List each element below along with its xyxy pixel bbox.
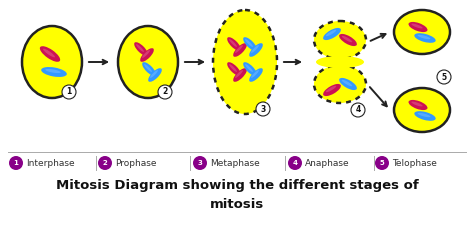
Text: 5: 5 [380,160,384,166]
Circle shape [375,156,389,170]
Ellipse shape [243,37,257,51]
Ellipse shape [414,111,436,121]
Text: mitosis: mitosis [210,197,264,211]
Ellipse shape [235,45,243,53]
Ellipse shape [251,45,259,53]
Ellipse shape [414,33,436,43]
Ellipse shape [233,43,247,57]
Text: Anaphase: Anaphase [305,159,350,167]
Text: 4: 4 [292,160,298,166]
Ellipse shape [213,10,277,114]
Ellipse shape [40,46,60,62]
Text: Metaphase: Metaphase [210,159,260,167]
Ellipse shape [243,62,257,76]
Circle shape [193,156,207,170]
Ellipse shape [249,68,263,82]
Ellipse shape [326,86,336,92]
Circle shape [98,156,112,170]
Ellipse shape [229,64,237,72]
Ellipse shape [43,49,55,57]
Ellipse shape [22,26,82,98]
Circle shape [9,156,23,170]
Circle shape [256,102,270,116]
Ellipse shape [227,37,241,51]
Ellipse shape [316,56,364,68]
Ellipse shape [249,43,263,57]
Circle shape [351,103,365,117]
Ellipse shape [339,78,357,90]
Ellipse shape [394,10,450,54]
Text: Interphase: Interphase [26,159,74,167]
Ellipse shape [46,69,61,73]
Ellipse shape [418,113,430,117]
Ellipse shape [314,21,366,59]
Ellipse shape [142,50,150,58]
Circle shape [437,70,451,84]
Ellipse shape [339,34,357,46]
Ellipse shape [411,23,423,29]
Ellipse shape [229,39,237,47]
Ellipse shape [314,65,366,103]
Ellipse shape [41,67,67,77]
Text: 2: 2 [163,88,168,97]
Ellipse shape [233,68,247,82]
Text: 3: 3 [198,160,202,166]
Ellipse shape [245,39,253,47]
Circle shape [158,85,172,99]
Text: Prophase: Prophase [115,159,156,167]
Ellipse shape [118,26,178,98]
Ellipse shape [418,35,430,39]
Text: Mitosis Diagram showing the different stages of: Mitosis Diagram showing the different st… [55,179,419,191]
Ellipse shape [140,48,154,62]
Ellipse shape [323,28,341,40]
Ellipse shape [148,68,162,82]
Ellipse shape [136,44,144,52]
Ellipse shape [142,62,156,76]
Ellipse shape [394,88,450,132]
Ellipse shape [144,64,152,72]
Ellipse shape [227,62,241,76]
Ellipse shape [323,84,341,96]
Ellipse shape [150,70,158,78]
Circle shape [288,156,302,170]
Text: Telophase: Telophase [392,159,437,167]
Text: 1: 1 [14,160,18,166]
Ellipse shape [342,36,352,42]
Text: 3: 3 [260,105,265,113]
Ellipse shape [409,100,428,110]
Ellipse shape [326,30,336,36]
Ellipse shape [134,42,148,56]
Text: 1: 1 [66,88,72,97]
Text: 5: 5 [441,73,447,82]
Circle shape [62,85,76,99]
Text: 2: 2 [103,160,108,166]
Ellipse shape [409,22,428,32]
Ellipse shape [245,64,253,72]
Text: 4: 4 [356,106,361,114]
Ellipse shape [342,80,352,86]
Ellipse shape [251,70,259,78]
Ellipse shape [411,102,423,106]
Ellipse shape [235,70,243,78]
